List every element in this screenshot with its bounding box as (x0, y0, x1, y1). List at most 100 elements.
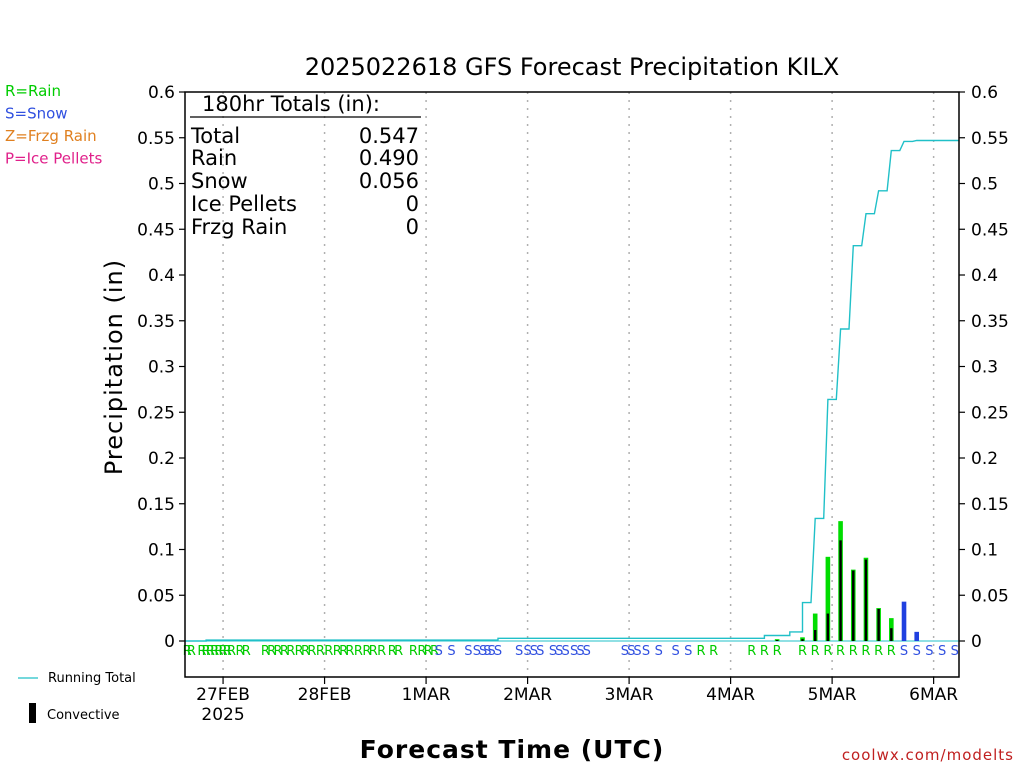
type-marker-15: R (280, 644, 289, 659)
type-marker-73: S (900, 644, 908, 659)
footer-site-credit: coolwx.com/modelts (842, 746, 1014, 764)
type-marker-58: S (671, 644, 679, 659)
totals-row-frzg-value: 0 (406, 215, 419, 239)
totals-row-rain-label: Rain (191, 146, 237, 170)
series-legend: Running Total Convective (18, 671, 136, 723)
totals-header: 180hr Totals (in): (202, 92, 380, 116)
type-marker-2: R (197, 644, 206, 659)
totals-row-rain-value: 0.490 (359, 146, 419, 170)
type-marker-57: S (655, 644, 663, 659)
y-tick-right-label: 0.05 (971, 586, 1009, 606)
x-tick-label: 28FEB (298, 685, 352, 705)
type-marker-74: S (913, 644, 921, 659)
y-tick-right-label: 0.25 (971, 403, 1009, 423)
x-axis-label: Forecast Time (UTC) (360, 735, 665, 764)
type-marker-20: R (316, 644, 325, 659)
convective-bar-3 (826, 613, 830, 641)
type-marker-24: R (345, 644, 354, 659)
type-marker-44: S (523, 644, 531, 659)
type-marker-55: S (633, 644, 641, 659)
type-marker-22: R (333, 644, 342, 659)
type-marker-76: S (938, 644, 946, 659)
x-tick-label: 2MAR (503, 685, 552, 705)
y-tick-left-label: 0.3 (148, 358, 175, 378)
type-marker-1: R (187, 644, 196, 659)
type-marker-56: S (642, 644, 650, 659)
type-marker-9: R (227, 644, 236, 659)
type-marker-23: R (339, 644, 348, 659)
type-marker-38: S (473, 644, 481, 659)
totals-row-snow-label: Snow (191, 169, 248, 193)
y-tick-left-label: 0.1 (148, 541, 175, 561)
totals-row-ice-label: Ice Pellets (191, 192, 297, 216)
type-marker-42: S (494, 644, 502, 659)
type-marker-3: R (202, 644, 211, 659)
type-marker-10: R (235, 644, 244, 659)
precip-bar-0 (774, 639, 780, 641)
y-tick-left-label: 0 (164, 632, 175, 652)
type-marker-54: S (627, 644, 635, 659)
type-marker-53: S (621, 644, 629, 659)
running-total-line (185, 139, 959, 642)
convective-bar-0 (775, 640, 779, 641)
convective-bar-8 (890, 628, 893, 641)
type-marker-30: R (394, 644, 403, 659)
y-tick-right-label: 0.4 (971, 266, 998, 286)
y-tick-right-label: 0.5 (971, 175, 998, 195)
totals-row-frzg-label: Frzg Rain (191, 215, 287, 239)
type-marker-7: R (219, 644, 228, 659)
grid-lines (185, 92, 959, 677)
type-marker-62: R (747, 644, 756, 659)
type-marker-48: S (555, 644, 563, 659)
y-axis-right: 0 0.05 0.1 0.15 0.2 0.25 0.3 0.35 0.4 0.45 0.5 0.55… (959, 83, 1009, 652)
type-marker-52: S (583, 644, 591, 659)
y-tick-left-label: 0.55 (137, 129, 175, 149)
totals-row-total-value: 0.547 (359, 124, 419, 148)
y-tick-right-label: 0.1 (971, 541, 998, 561)
type-marker-27: R (369, 644, 378, 659)
type-marker-19: R (307, 644, 316, 659)
x-tick-sublabel: 2025 (201, 705, 244, 725)
chart-title-group: 2025022618 GFS Forecast Precipitation KI… (305, 53, 840, 81)
type-marker-47: S (549, 644, 557, 659)
convective-bar-4 (839, 540, 842, 641)
type-legend-r: R=Rain (5, 82, 61, 100)
type-legend-s: S=Snow (5, 105, 68, 123)
type-marker-17: R (295, 644, 304, 659)
type-marker-4: R (206, 644, 215, 659)
type-marker-75: S (925, 644, 933, 659)
type-marker-26: R (362, 644, 371, 659)
y-tick-right-label: 0.15 (971, 495, 1009, 515)
y-tick-left-label: 0.05 (137, 586, 175, 606)
type-marker-70: R (861, 644, 870, 659)
y-tick-left-label: 0.2 (148, 449, 175, 469)
type-marker-5: R (210, 644, 219, 659)
type-marker-21: R (324, 644, 333, 659)
y-tick-left-label: 0.35 (137, 312, 175, 332)
precip-bar-3 (825, 556, 831, 641)
convective-legend-swatch (29, 703, 36, 723)
type-marker-31: R (409, 644, 418, 659)
type-marker-39: S (479, 644, 487, 659)
type-marker-14: R (274, 644, 283, 659)
x-tick-label: 27FEB (196, 685, 250, 705)
type-marker-25: R (354, 644, 363, 659)
y-tick-left-label: 0.15 (137, 495, 175, 515)
type-marker-6: R (214, 644, 223, 659)
y-tick-left-label: 0.25 (137, 403, 175, 423)
totals-row-ice-value: 0 (406, 192, 419, 216)
type-marker-13: R (267, 644, 276, 659)
type-marker-66: R (811, 644, 820, 659)
type-marker-72: R (887, 644, 896, 659)
type-marker-67: R (823, 644, 832, 659)
type-marker-49: S (562, 644, 570, 659)
totals-row-total-label: Total (190, 124, 240, 148)
convective-bar-2 (813, 630, 817, 641)
type-marker-71: R (874, 644, 883, 659)
precip-bar-2 (812, 613, 818, 641)
y-axis-left: 0 0.05 0.1 0.15 0.2 0.25 0.3 0.35 0.4 0.45 0.5 0.55… (137, 83, 185, 652)
totals-row-snow-value: 0.056 (359, 169, 419, 193)
